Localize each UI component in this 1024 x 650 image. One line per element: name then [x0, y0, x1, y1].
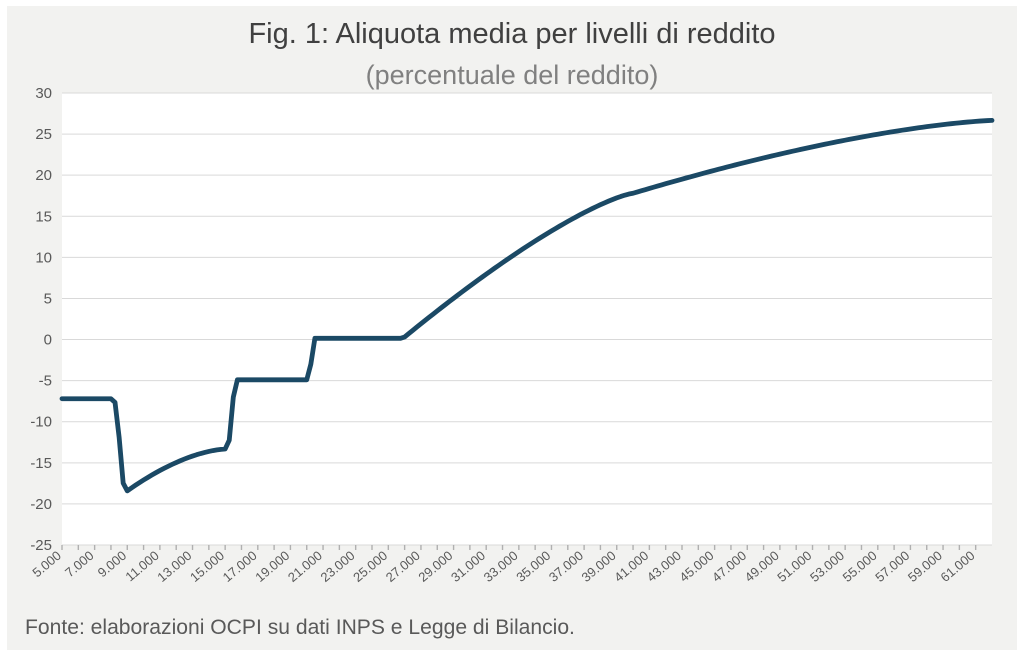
svg-text:53.000: 53.000 — [807, 548, 847, 585]
svg-text:61.000: 61.000 — [938, 548, 978, 585]
svg-text:55.000: 55.000 — [840, 548, 880, 585]
svg-text:51.000: 51.000 — [774, 548, 814, 585]
svg-text:15.000: 15.000 — [187, 548, 227, 585]
svg-text:13.000: 13.000 — [154, 548, 194, 585]
svg-text:27.000: 27.000 — [383, 548, 423, 585]
svg-text:-20: -20 — [30, 496, 52, 513]
svg-text:21.000: 21.000 — [285, 548, 325, 585]
svg-text:11.000: 11.000 — [122, 548, 161, 584]
svg-text:17.000: 17.000 — [220, 548, 260, 585]
svg-text:-15: -15 — [30, 455, 52, 472]
svg-text:25: 25 — [35, 126, 52, 143]
svg-text:59.000: 59.000 — [905, 548, 945, 585]
svg-text:47.000: 47.000 — [709, 548, 749, 585]
svg-text:57.000: 57.000 — [872, 548, 912, 585]
svg-text:20: 20 — [35, 167, 52, 184]
svg-text:5: 5 — [44, 290, 52, 307]
svg-text:35.000: 35.000 — [513, 548, 553, 585]
svg-text:23.000: 23.000 — [318, 548, 358, 585]
svg-text:41.000: 41.000 — [611, 548, 651, 585]
svg-text:15: 15 — [35, 208, 52, 225]
svg-text:39.000: 39.000 — [579, 548, 619, 585]
svg-text:37.000: 37.000 — [546, 548, 586, 585]
svg-text:7.000: 7.000 — [62, 548, 97, 580]
svg-text:29.000: 29.000 — [415, 548, 455, 585]
svg-text:-5: -5 — [39, 373, 52, 390]
svg-text:45.000: 45.000 — [676, 548, 716, 585]
svg-text:19.000: 19.000 — [252, 548, 292, 585]
svg-text:0: 0 — [44, 332, 52, 349]
svg-text:25.000: 25.000 — [350, 548, 390, 585]
svg-text:10: 10 — [35, 249, 52, 266]
svg-text:49.000: 49.000 — [742, 548, 782, 585]
svg-text:31.000: 31.000 — [448, 548, 488, 585]
svg-text:-10: -10 — [30, 414, 52, 431]
svg-text:33.000: 33.000 — [481, 548, 521, 585]
svg-text:30: 30 — [35, 85, 52, 102]
svg-text:43.000: 43.000 — [644, 548, 684, 585]
